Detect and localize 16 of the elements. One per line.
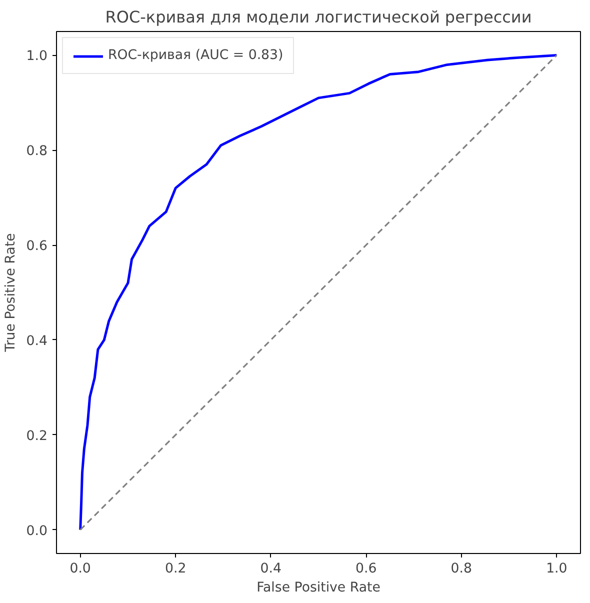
x-tick-label: 0.0 <box>70 562 91 576</box>
x-tick-label: 0.4 <box>260 562 282 576</box>
x-tick-label: 1.0 <box>546 562 568 576</box>
y-tick-label: 0.8 <box>26 144 48 160</box>
y-tick-label: 0.4 <box>26 334 48 349</box>
x-tick-label: 0.8 <box>450 562 472 576</box>
y-tick-label: 1.0 <box>26 49 48 64</box>
y-tick-label: 0.2 <box>26 428 48 444</box>
x-axis-title: False Positive Rate <box>256 580 380 596</box>
y-tick-label: 0.6 <box>26 239 48 254</box>
y-tick-label: 0.0 <box>26 524 48 539</box>
x-tick-label: 0.2 <box>164 562 186 576</box>
chart-title: ROC-кривая для модели логистической регрессии <box>105 8 532 26</box>
y-axis-title: True Positive Rate <box>3 233 18 353</box>
legend-label: ROC-кривая (AUC = 0.83) <box>108 48 284 63</box>
x-tick-label: 0.6 <box>356 562 377 576</box>
